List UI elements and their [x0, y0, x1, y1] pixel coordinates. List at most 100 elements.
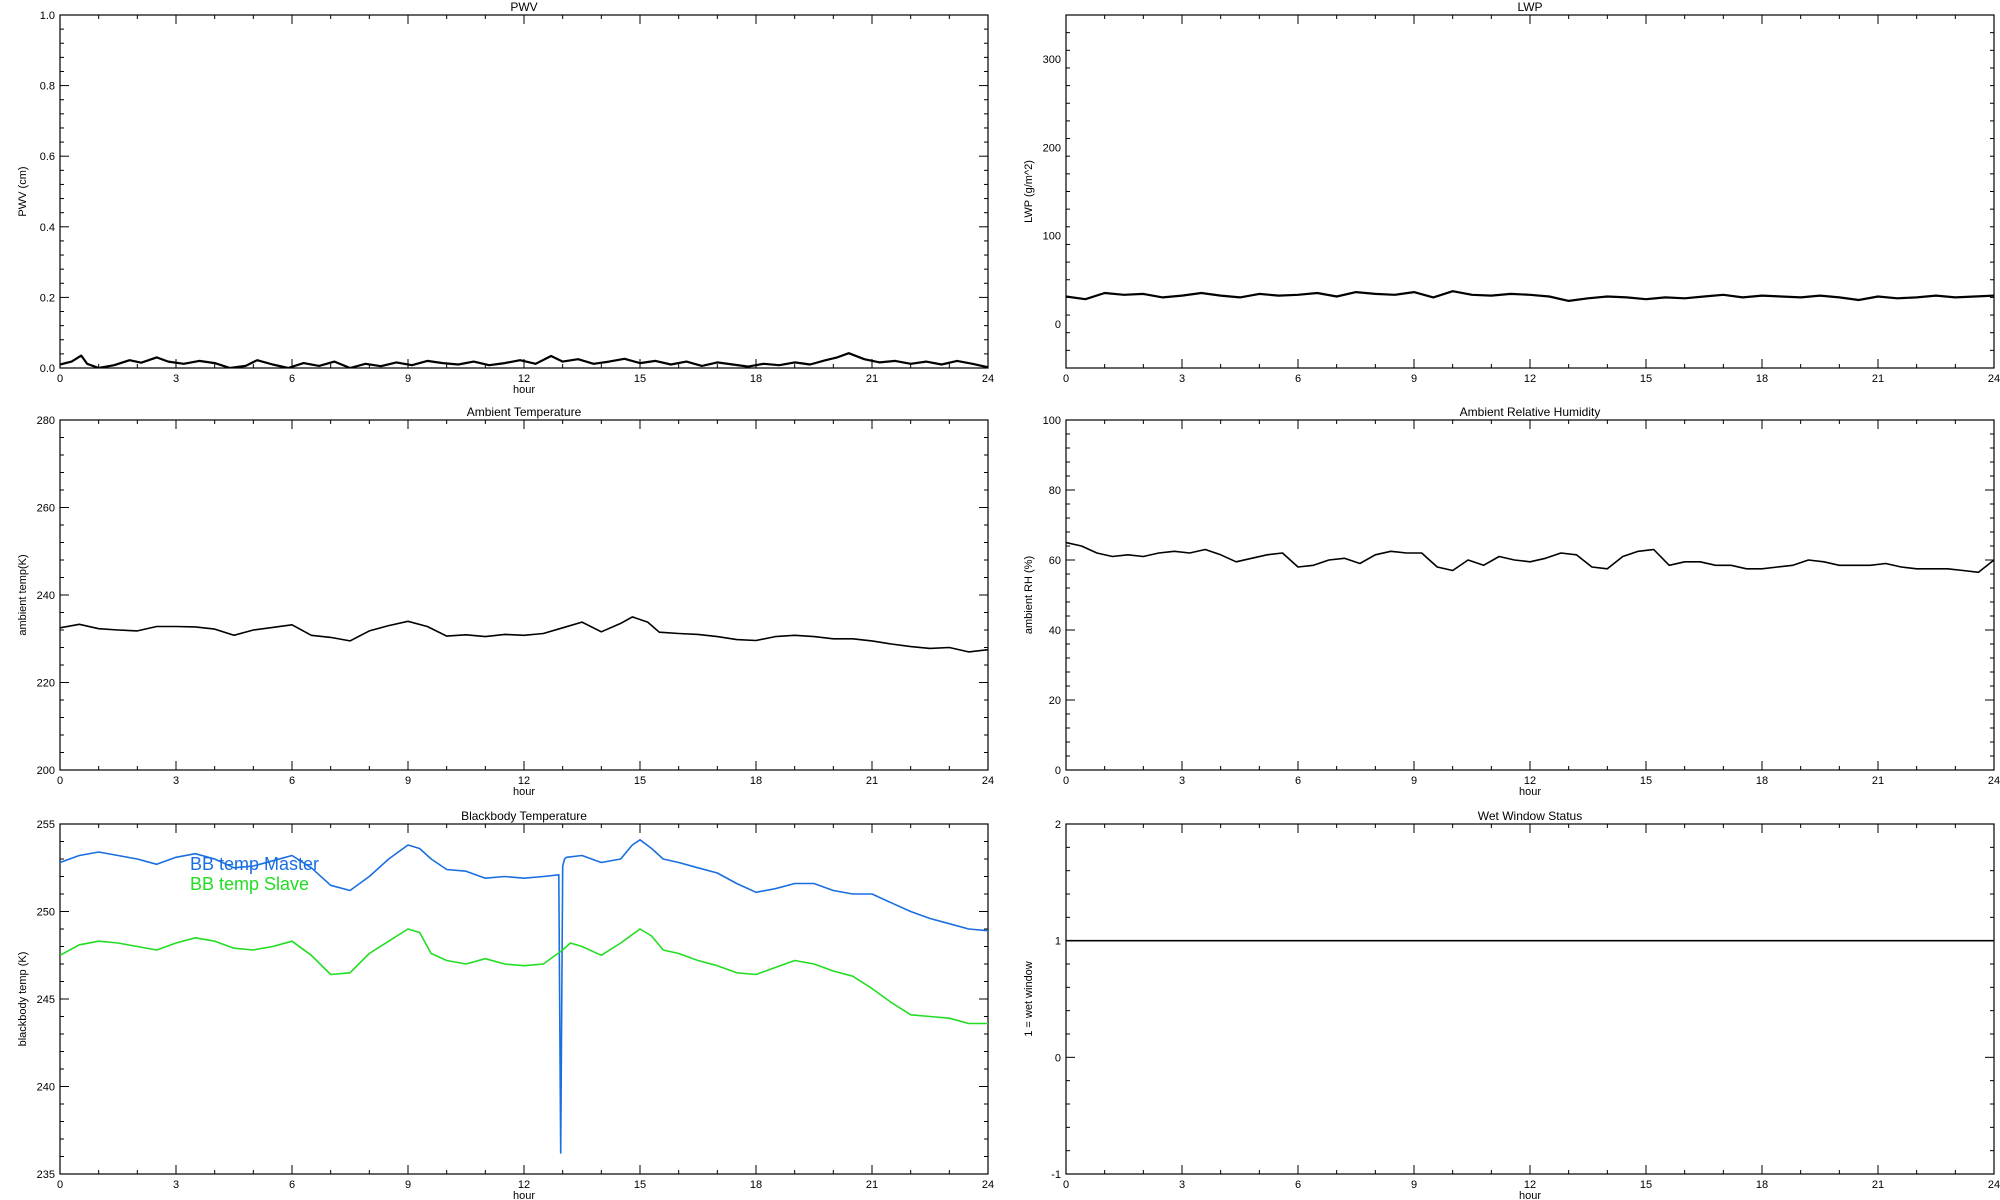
y-axis-label: blackbody temp (K) [17, 952, 29, 1047]
y-tick-label: 255 [37, 819, 55, 831]
x-tick-label: 0 [57, 1179, 63, 1191]
x-tick-label: 12 [1524, 1179, 1536, 1191]
y-tick-label: 0 [1055, 1052, 1061, 1064]
y-axis-label: ambient temp(K) [17, 554, 29, 635]
x-tick-label: 18 [1756, 373, 1768, 385]
series-line-ambient-rh-0 [1066, 541, 1994, 574]
y-tick-label: 245 [37, 994, 55, 1006]
plot-frame [59, 419, 989, 771]
y-axis-label: 1 = wet window [1023, 961, 1035, 1037]
y-tick-label: 0.0 [40, 363, 55, 375]
x-tick-label: 24 [1988, 373, 2000, 385]
y-tick-label: 80 [1049, 485, 1061, 497]
series-line-pwv-0 [60, 352, 988, 368]
x-tick-label: 21 [866, 1179, 878, 1191]
y-tick-label: 0.8 [40, 81, 55, 93]
x-tick-label: 3 [1179, 373, 1185, 385]
x-axis-label: hour [513, 1190, 535, 1200]
x-tick-label: 0 [1063, 373, 1069, 385]
x-tick-label: 6 [289, 775, 295, 787]
x-tick-label: 21 [866, 775, 878, 787]
x-tick-label: 24 [1988, 1179, 2000, 1191]
x-tick-label: 24 [1988, 775, 2000, 787]
chart-panel-lwp: LWP 0 3 6 9 12 15 18 21 24 0 100 200 300 LWP (g/m^2) [1023, 0, 2000, 385]
x-tick-label: 21 [1872, 373, 1884, 385]
x-tick-label: 15 [634, 1179, 646, 1191]
x-tick-label: 18 [1756, 775, 1768, 787]
x-tick-label: 18 [750, 1179, 762, 1191]
x-tick-label: 0 [57, 775, 63, 787]
y-tick-label: 250 [37, 907, 55, 919]
x-tick-label: 21 [1872, 775, 1884, 787]
y-tick-label: 235 [37, 1169, 55, 1181]
x-axis-label: hour [1519, 1190, 1541, 1200]
x-tick-label: 9 [405, 775, 411, 787]
y-tick-label: 0.2 [40, 292, 55, 304]
x-tick-label: 18 [750, 775, 762, 787]
series-line-ambient-temp-0 [60, 616, 988, 653]
y-tick-label: 100 [1043, 231, 1061, 243]
chart-title: Ambient Temperature [467, 405, 582, 419]
x-tick-label: 0 [1063, 775, 1069, 787]
series-line-blackbody-temp-0 [60, 838, 988, 1154]
y-tick-label: 200 [37, 765, 55, 777]
y-tick-label: 0 [1055, 319, 1061, 331]
x-tick-label: 24 [982, 373, 994, 385]
y-tick-label: 0.6 [40, 151, 55, 163]
y-tick-label: 1.0 [40, 10, 55, 22]
x-tick-label: 9 [1411, 775, 1417, 787]
y-tick-label: 200 [1043, 142, 1061, 154]
y-tick-label: 260 [37, 503, 55, 515]
chart-title: Wet Window Status [1478, 809, 1582, 823]
y-tick-label: 240 [37, 1082, 55, 1094]
y-tick-label: 20 [1049, 695, 1061, 707]
x-tick-label: 21 [1872, 1179, 1884, 1191]
x-tick-label: 15 [1640, 775, 1652, 787]
chart-panel-ambient-temp: Ambient Temperature 0 3 6 9 12 15 18 21 24 200 220 2… [17, 405, 994, 798]
legend-entry: BB temp Slave [190, 874, 309, 894]
x-tick-label: 3 [173, 373, 179, 385]
x-tick-label: 3 [1179, 775, 1185, 787]
x-tick-label: 0 [1063, 1179, 1069, 1191]
x-axis-label: hour [513, 786, 535, 798]
y-tick-label: 0 [1055, 765, 1061, 777]
x-tick-label: 3 [1179, 1179, 1185, 1191]
x-tick-label: 12 [1524, 775, 1536, 787]
x-tick-label: 15 [634, 775, 646, 787]
y-tick-label: 0.4 [40, 222, 55, 234]
x-tick-label: 6 [1295, 1179, 1301, 1191]
x-tick-label: 12 [1524, 373, 1536, 385]
x-tick-label: 18 [1756, 1179, 1768, 1191]
x-tick-label: 3 [173, 1179, 179, 1191]
chart-panel-blackbody-temp: Blackbody Temperature 0 3 6 9 12 15 18 21 24 235 24… [17, 809, 994, 1200]
y-axis-label: ambient RH (%) [1023, 556, 1035, 634]
x-tick-label: 21 [866, 373, 878, 385]
x-tick-label: 0 [57, 373, 63, 385]
chart-panel-pwv: PWV 0 3 6 9 12 15 18 21 24 0.0 0.2 0.4 0.6 0.8 1.0 hour P… [17, 0, 994, 396]
x-tick-label: 12 [518, 1179, 530, 1191]
series-line-blackbody-temp-1 [60, 928, 988, 1025]
x-axis-label: hour [1519, 786, 1541, 798]
x-tick-label: 12 [518, 775, 530, 787]
x-tick-label: 6 [289, 373, 295, 385]
x-tick-label: 6 [1295, 373, 1301, 385]
y-axis-label: LWP (g/m^2) [1023, 160, 1035, 223]
y-tick-label: 100 [1043, 415, 1061, 427]
x-tick-label: 9 [1411, 373, 1417, 385]
y-tick-label: 1 [1055, 936, 1061, 948]
x-tick-label: 9 [405, 1179, 411, 1191]
x-tick-label: 6 [289, 1179, 295, 1191]
y-tick-label: 300 [1043, 54, 1061, 66]
legend-entry: BB temp Master [190, 854, 319, 874]
y-tick-label: 60 [1049, 555, 1061, 567]
x-tick-label: 15 [1640, 373, 1652, 385]
y-tick-label: 220 [37, 678, 55, 690]
x-tick-label: 24 [982, 775, 994, 787]
chart-title: Ambient Relative Humidity [1460, 405, 1601, 419]
x-tick-label: 18 [750, 373, 762, 385]
x-tick-label: 15 [634, 373, 646, 385]
chart-title: Blackbody Temperature [461, 809, 587, 823]
x-axis-label: hour [513, 384, 535, 396]
y-tick-label: 240 [37, 590, 55, 602]
